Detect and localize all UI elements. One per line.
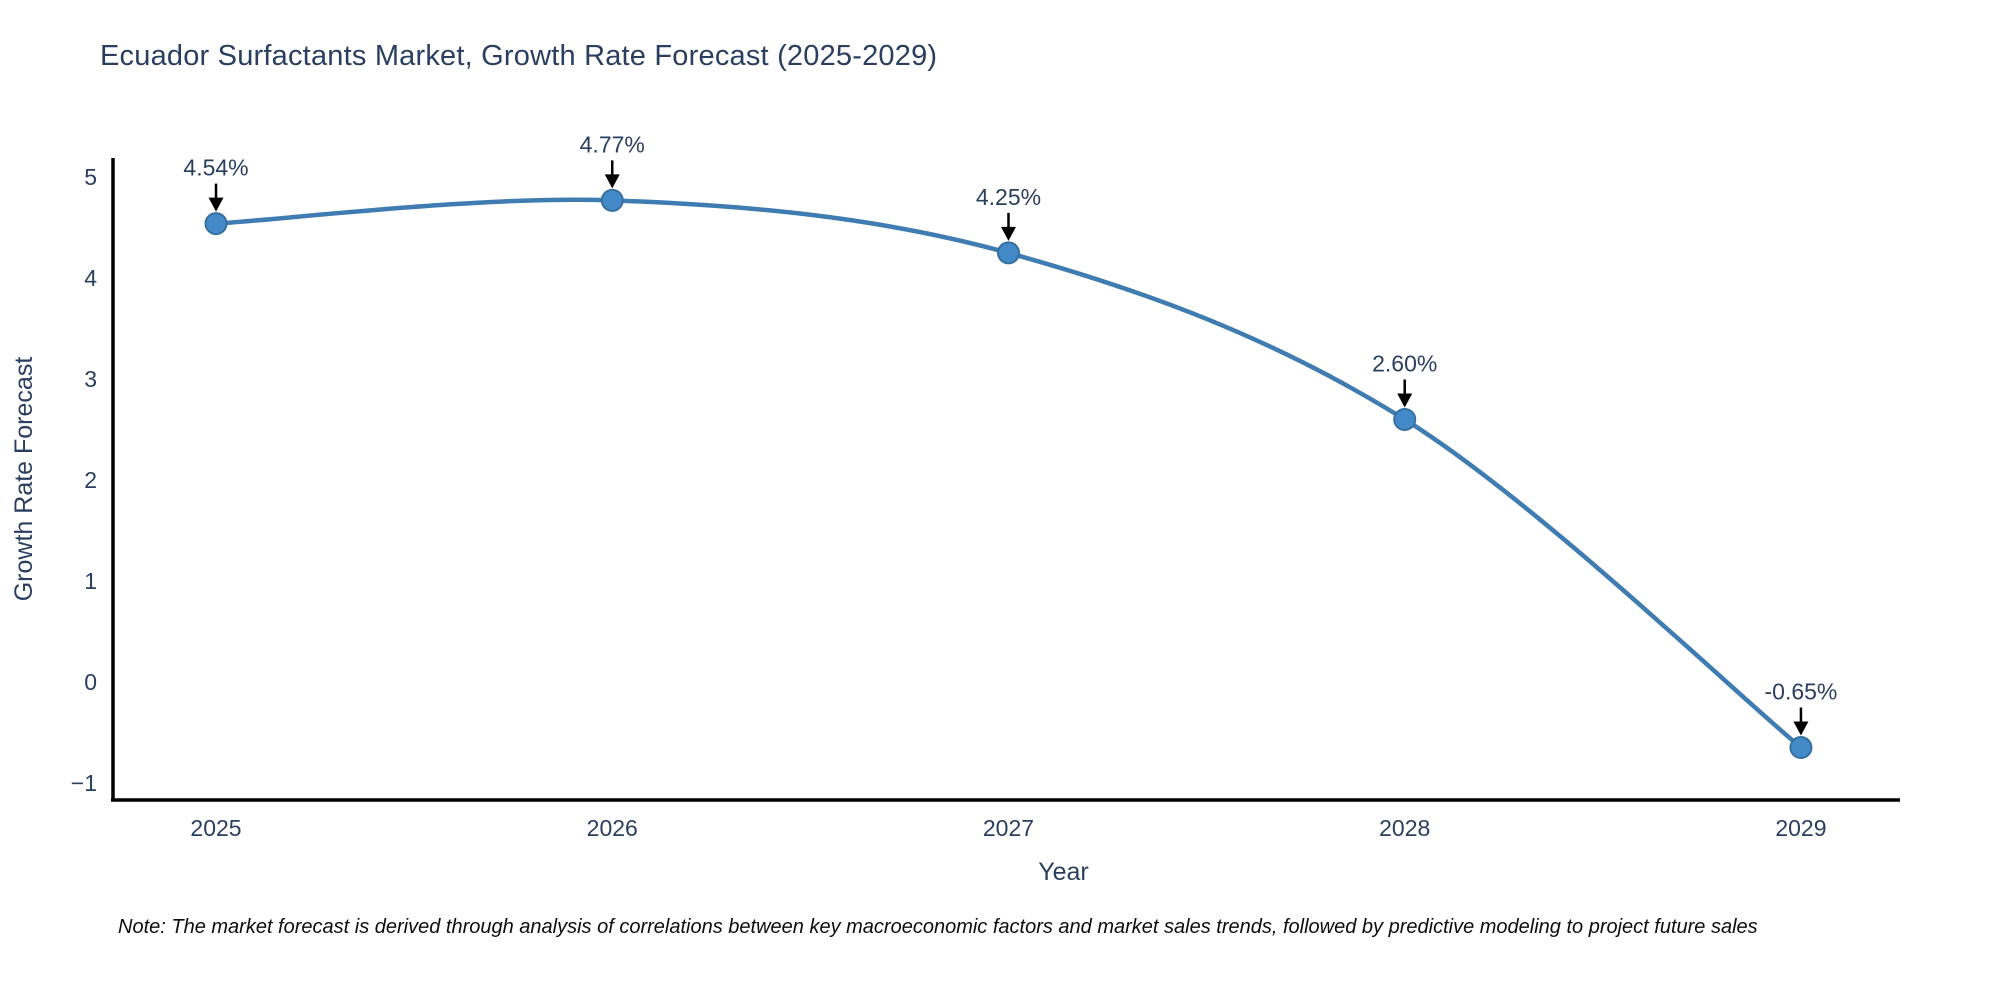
chart-title: Ecuador Surfactants Market, Growth Rate … — [100, 40, 938, 72]
x-tick-label: 2029 — [1775, 815, 1826, 841]
x-tick-label: 2027 — [983, 815, 1034, 841]
data-point-label: -0.65% — [1765, 679, 1838, 705]
data-point-marker[interactable] — [1393, 407, 1417, 431]
forecast-line — [215, 197, 1803, 750]
y-tick-label: −1 — [71, 770, 97, 796]
data-point-marker[interactable] — [204, 212, 228, 236]
data-point-marker[interactable] — [1789, 736, 1813, 760]
y-tick-label: 5 — [84, 164, 97, 190]
x-axis-title: Year — [1038, 858, 1089, 886]
x-tick-label: 2026 — [587, 815, 638, 841]
data-point-label: 2.60% — [1372, 350, 1437, 376]
y-axis-title: Growth Rate Forecast — [10, 357, 38, 602]
data-point-label: 4.54% — [183, 155, 248, 181]
y-tick-label: 3 — [84, 366, 97, 392]
annotation-arrowhead — [1397, 393, 1413, 408]
y-tick-label: 0 — [84, 669, 97, 695]
data-point-marker[interactable] — [600, 188, 624, 212]
annotation-arrowhead — [1000, 226, 1016, 241]
y-tick-label: 2 — [84, 467, 97, 493]
annotation-arrowhead — [208, 197, 224, 212]
footnote: Note: The market forecast is derived thr… — [118, 916, 1758, 938]
y-tick-label: 4 — [84, 265, 97, 291]
annotation-arrowhead — [604, 174, 620, 189]
annotation-arrowhead — [1793, 721, 1809, 736]
data-point-marker[interactable] — [996, 241, 1020, 265]
y-tick-label: 1 — [84, 568, 97, 594]
x-tick-label: 2028 — [1379, 815, 1430, 841]
data-point-label: 4.25% — [976, 184, 1041, 210]
data-point-label: 4.77% — [580, 131, 645, 157]
x-tick-label: 2025 — [190, 815, 241, 841]
